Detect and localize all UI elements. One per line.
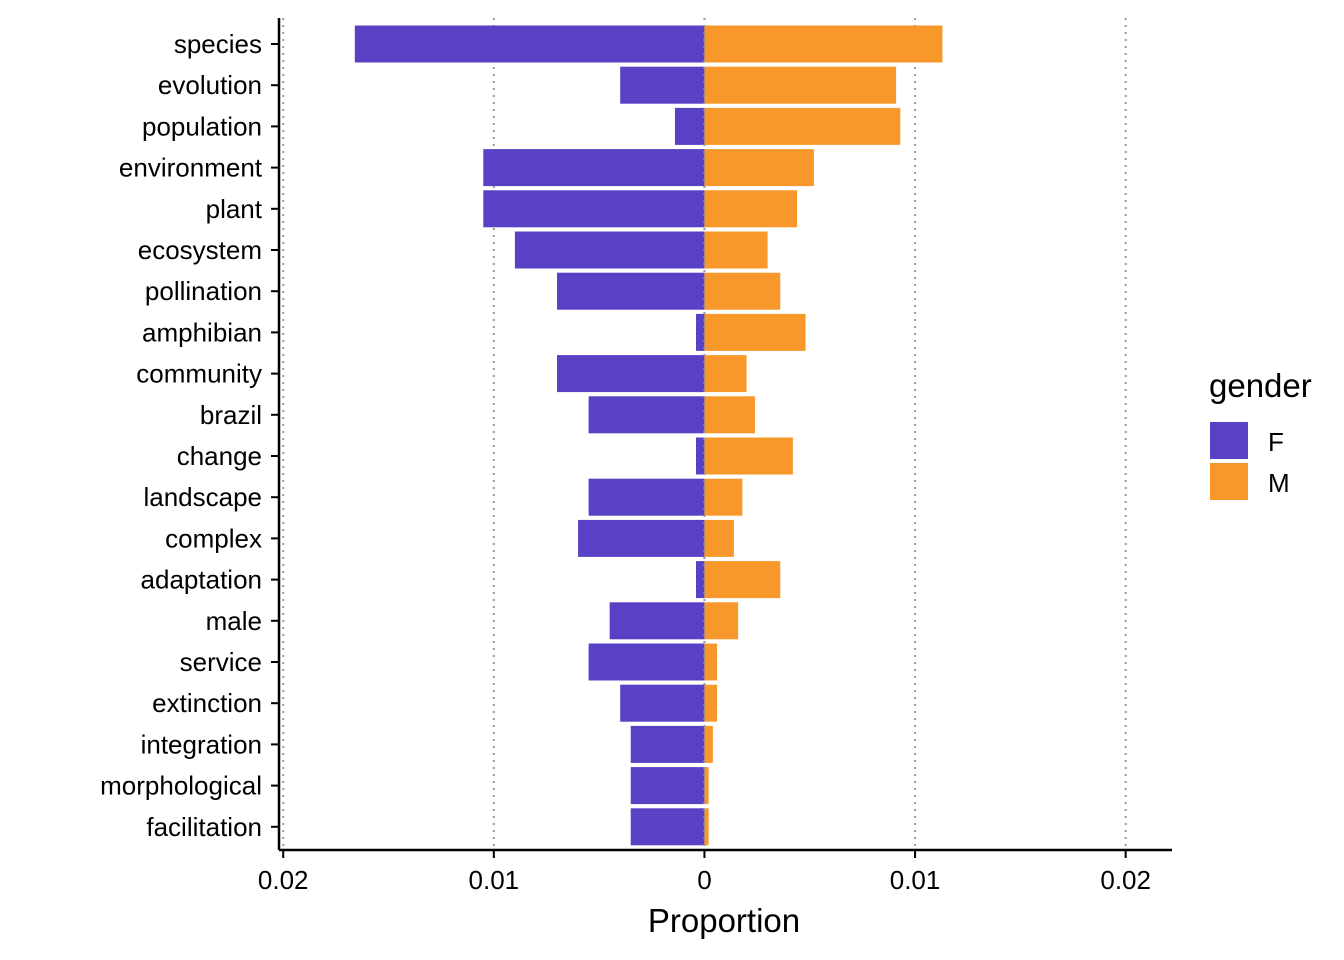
bar-m-plant bbox=[704, 190, 798, 228]
bar-m-morphological bbox=[704, 767, 709, 805]
bar-m-pollination bbox=[704, 272, 781, 310]
x-axis-title: Proportion bbox=[648, 902, 800, 939]
y-tick-label-brazil: brazil bbox=[200, 400, 262, 430]
bar-m-brazil bbox=[704, 396, 755, 434]
y-tick-label-evolution: evolution bbox=[158, 70, 262, 100]
legend-label-m: M bbox=[1268, 468, 1290, 498]
bar-f-change bbox=[696, 437, 705, 475]
y-tick-label-community: community bbox=[136, 359, 262, 389]
bar-f-plant bbox=[483, 190, 705, 228]
legend-title: gender bbox=[1209, 367, 1312, 404]
bar-f-facilitation bbox=[630, 808, 705, 846]
bar-f-extinction bbox=[620, 684, 705, 722]
bar-m-landscape bbox=[704, 478, 743, 516]
y-tick-label-ecosystem: ecosystem bbox=[138, 235, 262, 265]
bar-f-pollination bbox=[557, 272, 705, 310]
axes bbox=[277, 18, 1172, 852]
y-tick-label-morphological: morphological bbox=[100, 771, 262, 801]
bar-m-extinction bbox=[704, 684, 718, 722]
bar-f-morphological bbox=[630, 767, 705, 805]
y-tick-label-plant: plant bbox=[206, 194, 263, 224]
y-tick-label-landscape: landscape bbox=[143, 482, 262, 512]
bar-m-ecosystem bbox=[704, 231, 768, 269]
bar-m-service bbox=[704, 643, 718, 681]
bar-f-amphibian bbox=[696, 313, 705, 351]
bar-m-adaptation bbox=[704, 561, 781, 599]
y-tick-label-change: change bbox=[177, 441, 262, 471]
x-tick-label-3: 0.01 bbox=[890, 865, 941, 895]
y-tick-label-pollination: pollination bbox=[145, 276, 262, 306]
x-tick-label-4: 0.02 bbox=[1100, 865, 1151, 895]
bar-f-integration bbox=[630, 725, 705, 763]
y-tick-label-amphibian: amphibian bbox=[142, 317, 262, 347]
y-tick-label-species: species bbox=[174, 29, 262, 59]
bar-f-male bbox=[609, 602, 705, 640]
bars bbox=[354, 18, 943, 850]
bar-m-change bbox=[704, 437, 793, 475]
bar-m-species bbox=[704, 25, 943, 63]
legend: gender FM bbox=[1209, 367, 1312, 500]
bar-m-male bbox=[704, 602, 739, 640]
bar-m-evolution bbox=[704, 66, 897, 104]
legend-items: FM bbox=[1210, 422, 1290, 500]
bar-m-amphibian bbox=[704, 313, 806, 351]
y-tick-label-integration: integration bbox=[141, 729, 262, 759]
y-tick-label-service: service bbox=[180, 647, 262, 677]
bar-f-service bbox=[588, 643, 705, 681]
y-tick-label-complex: complex bbox=[165, 523, 262, 553]
legend-swatch-m bbox=[1210, 463, 1248, 500]
bar-m-environment bbox=[704, 149, 814, 187]
bar-m-facilitation bbox=[704, 808, 709, 846]
bar-f-complex bbox=[578, 519, 705, 557]
x-tick-labels: 0.02 0.01 0 0.01 0.02 bbox=[258, 850, 1151, 895]
bar-f-community bbox=[557, 355, 705, 393]
x-tick-label-2: 0 bbox=[697, 865, 711, 895]
legend-label-f: F bbox=[1268, 427, 1284, 457]
bar-m-integration bbox=[704, 725, 713, 763]
bar-f-ecosystem bbox=[514, 231, 705, 269]
bar-f-landscape bbox=[588, 478, 705, 516]
bar-m-complex bbox=[704, 519, 734, 557]
x-tick-label-0: 0.02 bbox=[258, 865, 309, 895]
y-tick-label-extinction: extinction bbox=[152, 688, 262, 718]
bar-f-species bbox=[354, 25, 705, 63]
bar-f-environment bbox=[483, 149, 705, 187]
y-tick-label-population: population bbox=[142, 111, 262, 141]
x-tick-label-1: 0.01 bbox=[469, 865, 520, 895]
y-tick-label-adaptation: adaptation bbox=[141, 565, 262, 595]
y-tick-label-facilitation: facilitation bbox=[146, 812, 262, 842]
bar-f-evolution bbox=[620, 66, 705, 104]
y-tick-label-male: male bbox=[206, 606, 262, 636]
bar-f-population bbox=[674, 107, 705, 145]
legend-swatch-f bbox=[1210, 422, 1248, 459]
bar-f-adaptation bbox=[696, 561, 705, 599]
y-tick-labels: species evolution population environment pla… bbox=[100, 29, 279, 842]
bar-m-population bbox=[704, 107, 901, 145]
bar-m-community bbox=[704, 355, 747, 393]
y-tick-label-environment: environment bbox=[119, 153, 263, 183]
bar-f-brazil bbox=[588, 396, 705, 434]
